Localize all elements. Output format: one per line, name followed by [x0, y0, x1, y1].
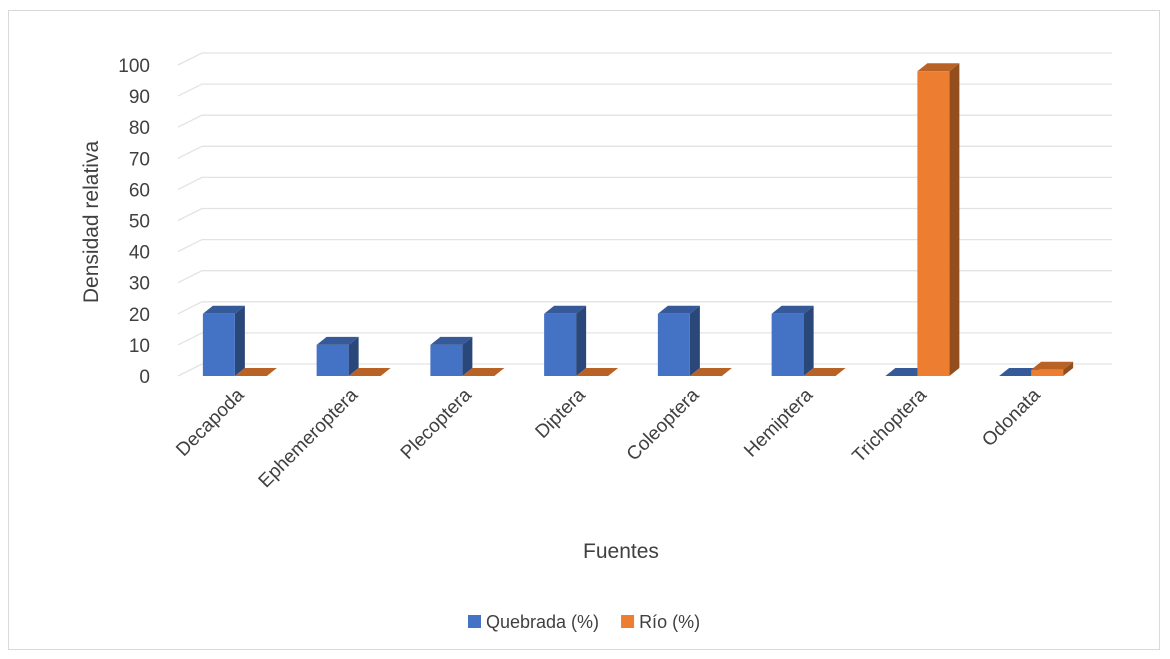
bar [771, 305, 814, 376]
y-tick-label: 10 [129, 336, 150, 357]
bar-side [234, 305, 245, 376]
y-tick-label: 30 [129, 274, 150, 295]
bar [999, 368, 1042, 376]
bar-front [316, 344, 349, 376]
bar [689, 368, 732, 376]
gridline [177, 270, 1112, 284]
y-tick-label: 0 [139, 367, 150, 388]
bar-top [771, 305, 814, 314]
y-tick-label: 100 [118, 56, 150, 77]
y-axis-ticks: 0 10 20 30 40 50 60 70 80 90 100 [118, 56, 150, 388]
bar [462, 368, 505, 376]
bar [348, 368, 391, 376]
legend-swatch [621, 615, 635, 628]
bar [316, 336, 359, 376]
bar-top [803, 368, 846, 376]
gridlines [177, 52, 1112, 377]
x-tick-label: Coleoptera [623, 384, 704, 465]
bar-top [202, 305, 245, 314]
y-tick-label: 70 [129, 149, 150, 170]
x-tick-label: Ephemeroptera [255, 384, 363, 492]
gridline [177, 301, 1112, 315]
bar-side [576, 305, 587, 376]
gridline [177, 83, 1112, 97]
bar-top [657, 305, 700, 314]
x-tick-label: Hemiptera [740, 384, 817, 461]
y-tick-label: 60 [129, 180, 150, 201]
legend-label: Río (%) [639, 612, 700, 632]
bar [202, 305, 245, 376]
bar-top [917, 63, 960, 72]
bar-front [430, 344, 463, 376]
y-tick-label: 50 [129, 212, 150, 233]
gridline [177, 332, 1112, 346]
bar-top [234, 368, 277, 376]
bar-top [430, 336, 473, 345]
x-tick-label: Decapoda [172, 384, 248, 460]
bar [803, 368, 846, 376]
bar-side [348, 336, 359, 376]
bar-top [462, 368, 505, 376]
x-axis-ticks: Decapoda Ephemeroptera Plecoptera Diptera Co… [172, 384, 1045, 492]
bar-top [544, 305, 587, 314]
bar-front [544, 313, 577, 376]
bars [202, 63, 1074, 376]
y-axis-title: Densidad relativa [80, 141, 103, 304]
y-tick-label: 40 [129, 243, 150, 264]
x-tick-label: Trichoptera [849, 384, 932, 467]
bar-top [316, 336, 359, 345]
bar [657, 305, 700, 376]
bar [544, 305, 587, 376]
x-tick-label: Diptera [532, 384, 590, 442]
bar-front [1031, 369, 1064, 376]
legend-item: Quebrada (%) [468, 612, 599, 632]
gridline [177, 114, 1112, 128]
bar-side [689, 305, 700, 376]
bar-front [917, 71, 950, 376]
x-tick-label: Odonata [978, 384, 1045, 451]
gridline [177, 238, 1112, 253]
bar-top [885, 368, 928, 376]
gridline [177, 176, 1112, 190]
bar-side [1063, 361, 1074, 376]
gridline [177, 145, 1112, 159]
bar-side [462, 336, 473, 376]
bar-side [803, 305, 814, 376]
legend-label: Quebrada (%) [486, 612, 599, 632]
x-axis-title: Fuentes [583, 540, 659, 563]
legend: Quebrada (%) Río (%) [468, 612, 700, 632]
bar [234, 368, 277, 376]
bar-top [576, 368, 619, 376]
x-tick-label: Plecoptera [397, 384, 476, 463]
y-tick-label: 20 [129, 305, 150, 326]
bar [917, 63, 960, 376]
gridline [177, 52, 1112, 66]
bar-front [657, 313, 690, 376]
bar-top [689, 368, 732, 376]
bar [430, 336, 473, 376]
gridline [177, 207, 1112, 222]
y-tick-label: 80 [129, 118, 150, 139]
legend-swatch [468, 615, 481, 628]
bar-top [999, 368, 1042, 376]
bar-top [348, 368, 391, 376]
bar-top [1031, 361, 1074, 370]
bar-front [771, 313, 804, 376]
y-tick-label: 90 [129, 87, 150, 108]
bar [1031, 361, 1074, 376]
legend-item: Río (%) [621, 612, 700, 632]
bar [885, 368, 928, 376]
bar [576, 368, 619, 376]
bar-side [949, 63, 960, 376]
bar-front [202, 313, 235, 376]
